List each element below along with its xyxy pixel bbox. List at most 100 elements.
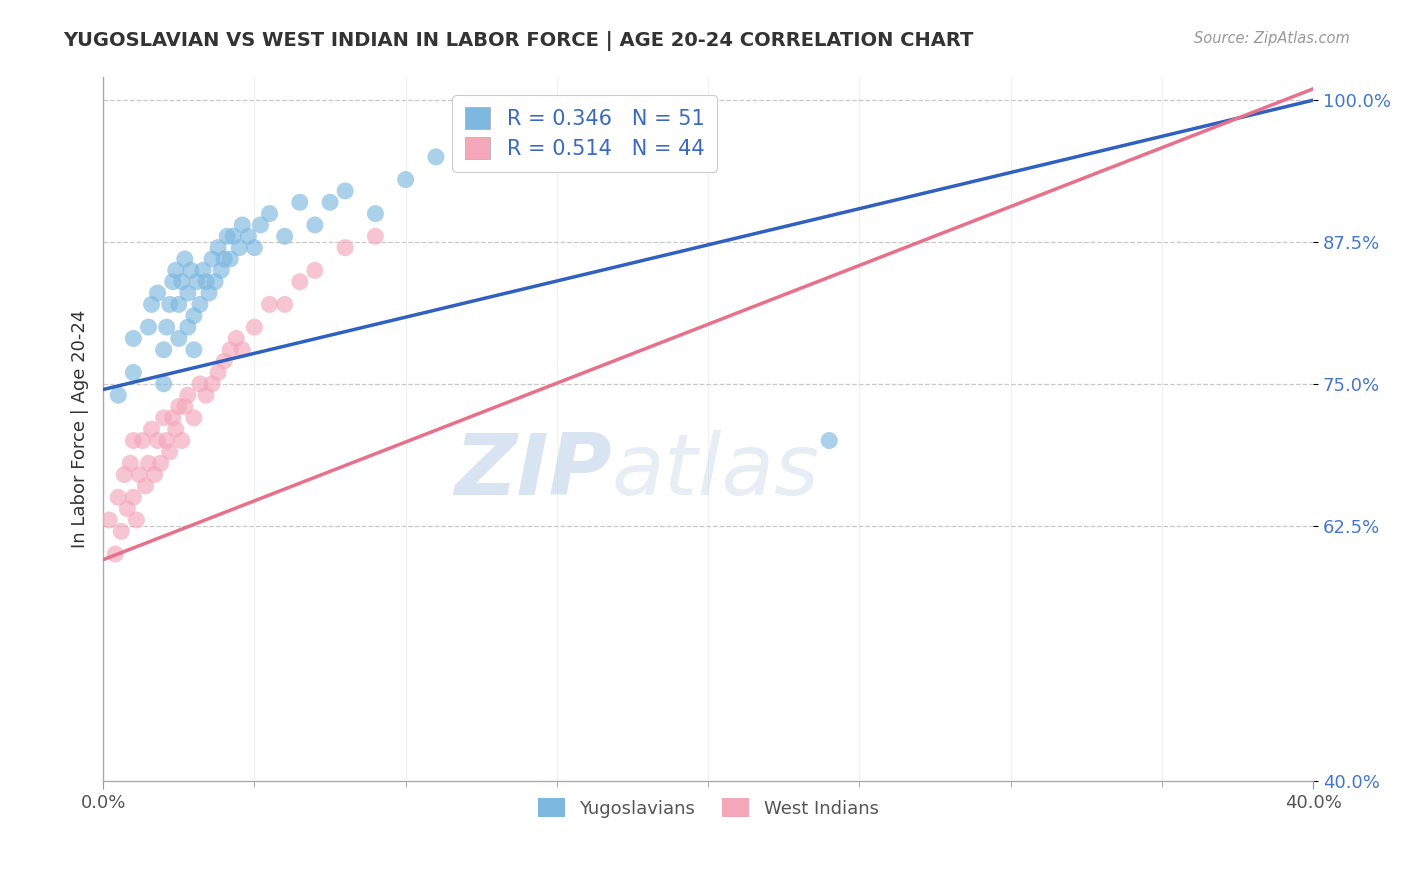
Point	[222, 229, 245, 244]
Point	[177, 388, 200, 402]
Point	[195, 388, 218, 402]
Point	[177, 286, 200, 301]
Point	[152, 410, 174, 425]
Point	[207, 241, 229, 255]
Point	[364, 229, 387, 244]
Point	[128, 467, 150, 482]
Point	[273, 229, 295, 244]
Point	[288, 195, 311, 210]
Point	[304, 263, 326, 277]
Point	[141, 297, 163, 311]
Text: Source: ZipAtlas.com: Source: ZipAtlas.com	[1194, 31, 1350, 46]
Point	[98, 513, 121, 527]
Point	[576, 116, 599, 130]
Point	[165, 263, 187, 277]
Point	[243, 320, 266, 334]
Point	[138, 320, 160, 334]
Point	[122, 434, 145, 448]
Point	[170, 434, 193, 448]
Point	[259, 297, 281, 311]
Point	[177, 320, 200, 334]
Point	[186, 275, 208, 289]
Point	[191, 263, 214, 277]
Point	[146, 434, 169, 448]
Point	[288, 275, 311, 289]
Point	[212, 252, 235, 266]
Point	[120, 456, 142, 470]
Point	[231, 218, 253, 232]
Point	[122, 331, 145, 345]
Point	[107, 388, 129, 402]
Point	[212, 354, 235, 368]
Text: YUGOSLAVIAN VS WEST INDIAN IN LABOR FORCE | AGE 20-24 CORRELATION CHART: YUGOSLAVIAN VS WEST INDIAN IN LABOR FORC…	[63, 31, 973, 51]
Point	[243, 241, 266, 255]
Point	[198, 286, 221, 301]
Text: ZIP: ZIP	[454, 430, 612, 513]
Point	[122, 491, 145, 505]
Point	[188, 297, 211, 311]
Point	[209, 263, 232, 277]
Point	[231, 343, 253, 357]
Point	[141, 422, 163, 436]
Point	[183, 309, 205, 323]
Point	[117, 501, 139, 516]
Point	[249, 218, 271, 232]
Point	[364, 206, 387, 220]
Point	[273, 297, 295, 311]
Point	[122, 366, 145, 380]
Point	[333, 184, 356, 198]
Point	[162, 410, 184, 425]
Point	[207, 366, 229, 380]
Point	[173, 252, 195, 266]
Point	[143, 467, 166, 482]
Y-axis label: In Labor Force | Age 20-24: In Labor Force | Age 20-24	[72, 310, 89, 549]
Point	[576, 116, 599, 130]
Point	[201, 376, 224, 391]
Point	[104, 547, 127, 561]
Point	[159, 445, 181, 459]
Point	[238, 229, 260, 244]
Point	[112, 467, 135, 482]
Point	[146, 286, 169, 301]
Point	[110, 524, 132, 539]
Legend: Yugoslavians, West Indians: Yugoslavians, West Indians	[530, 791, 886, 825]
Point	[183, 343, 205, 357]
Point	[107, 491, 129, 505]
Point	[167, 400, 190, 414]
Point	[228, 241, 250, 255]
Point	[219, 343, 242, 357]
Point	[138, 456, 160, 470]
Point	[180, 263, 202, 277]
Point	[159, 297, 181, 311]
Point	[152, 343, 174, 357]
Point	[195, 275, 218, 289]
Point	[818, 434, 841, 448]
Point	[131, 434, 153, 448]
Point	[183, 410, 205, 425]
Point	[333, 241, 356, 255]
Point	[156, 320, 179, 334]
Point	[485, 138, 508, 153]
Point	[134, 479, 156, 493]
Point	[173, 400, 195, 414]
Point	[304, 218, 326, 232]
Point	[156, 434, 179, 448]
Point	[188, 376, 211, 391]
Text: atlas: atlas	[612, 430, 820, 513]
Point	[259, 206, 281, 220]
Point	[149, 456, 172, 470]
Point	[125, 513, 148, 527]
Point	[319, 195, 342, 210]
Point	[425, 150, 447, 164]
Point	[219, 252, 242, 266]
Point	[167, 331, 190, 345]
Point	[204, 275, 226, 289]
Point	[201, 252, 224, 266]
Point	[167, 297, 190, 311]
Point	[395, 172, 418, 186]
Point	[165, 422, 187, 436]
Point	[225, 331, 247, 345]
Point	[152, 376, 174, 391]
Point	[217, 229, 239, 244]
Point	[170, 275, 193, 289]
